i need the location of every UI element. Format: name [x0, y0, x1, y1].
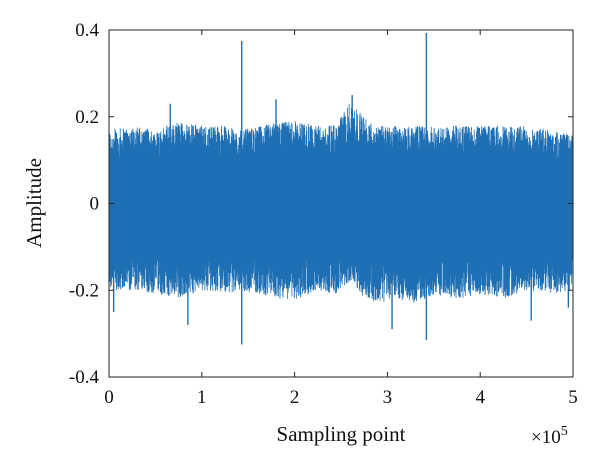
y-tick-label: 0.4: [75, 20, 99, 41]
y-tick-label: 0.2: [75, 107, 99, 128]
y-tick-label: -0.2: [69, 280, 99, 301]
x-exponent-base: ×10: [531, 427, 561, 448]
signal-core-band: [109, 138, 573, 266]
y-tick-label: -0.4: [69, 367, 100, 388]
y-tick-label: 0: [90, 194, 100, 215]
x-tick-label: 1: [197, 387, 207, 408]
y-axis-label: Amplitude: [22, 158, 46, 248]
x-tick-label: 4: [475, 387, 485, 408]
signal-series: [109, 33, 573, 345]
x-tick-label: 3: [383, 387, 393, 408]
x-axis-label: Sampling point: [277, 422, 406, 446]
x-tick-label: 5: [568, 387, 578, 408]
x-tick-label: 0: [104, 387, 114, 408]
x-axis: 0 1 2 3 4 5: [104, 30, 578, 408]
x-tick-label: 2: [290, 387, 300, 408]
x-exponent-label: ×105: [531, 424, 568, 448]
x-exponent-power: 5: [561, 424, 568, 439]
y-axis: -0.4 -0.2 0 0.2 0.4: [69, 20, 573, 388]
